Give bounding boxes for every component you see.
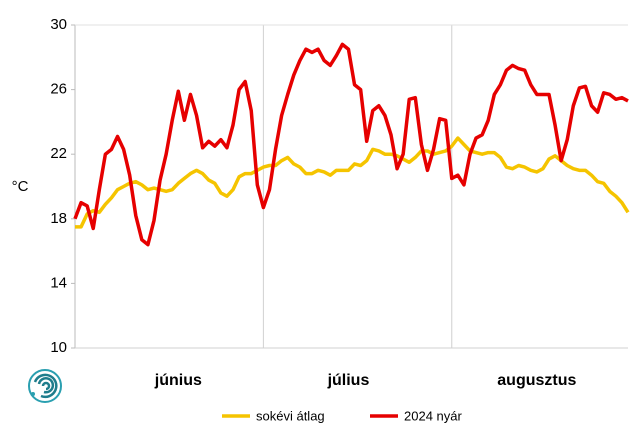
y-axis-label: °C (12, 178, 29, 195)
series-line (73, 42, 629, 247)
legend-label: sokévi átlag (256, 408, 325, 423)
series-line (75, 136, 630, 229)
x-tick-label: június (154, 372, 202, 389)
y-tick-label: 14 (50, 274, 67, 291)
y-tick-label: 26 (50, 81, 67, 98)
legend-label: 2024 nyár (404, 408, 462, 423)
logo (28, 369, 62, 403)
y-tick-label: 30 (50, 16, 67, 33)
y-tick-label: 10 (50, 339, 67, 356)
x-tick-label: augusztus (497, 372, 576, 389)
y-tick-label: 18 (50, 210, 67, 227)
x-tick-label: július (327, 372, 370, 389)
y-tick-label: 22 (50, 145, 67, 162)
